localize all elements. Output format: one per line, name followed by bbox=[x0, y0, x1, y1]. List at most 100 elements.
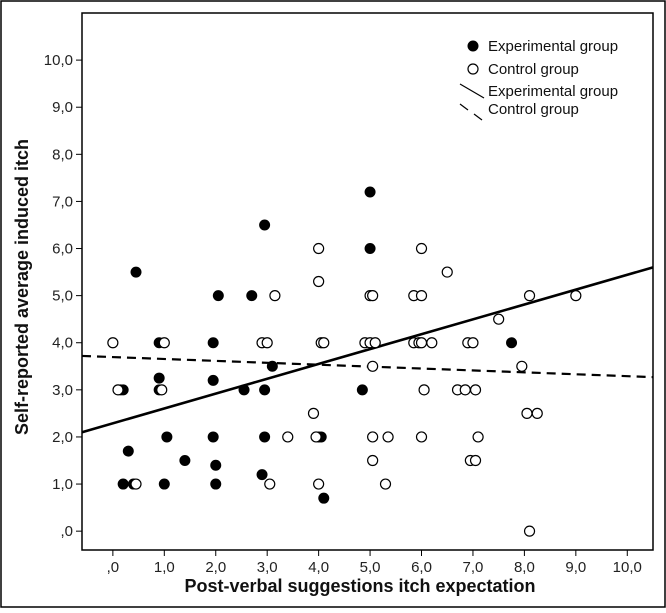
control-point bbox=[367, 431, 379, 443]
experimental-point bbox=[259, 384, 271, 396]
control-point bbox=[264, 478, 276, 490]
y-tick-label: 3,0 bbox=[52, 382, 73, 399]
y-tick-label: 1,0 bbox=[52, 476, 73, 493]
experimental-point bbox=[259, 219, 271, 231]
y-tick-label: 9,0 bbox=[52, 99, 73, 116]
experimental-point bbox=[153, 372, 165, 384]
control-point bbox=[441, 266, 453, 278]
y-axis: ,0 1,0 2,0 3,0 4,0 5,0 6,0 7,0 8,0 9,0 10,0 bbox=[44, 52, 82, 540]
control-point bbox=[415, 337, 428, 349]
x-axis: ,0 1,0 2,0 3,0 4,0 5,0 6,0 7,0 8,0 9,0 10,0 bbox=[107, 550, 642, 576]
control-point bbox=[156, 384, 168, 396]
control-point bbox=[310, 431, 322, 443]
experimental-point bbox=[122, 445, 134, 457]
legend: Experimental group Control group Experim… bbox=[459, 38, 618, 121]
control-point bbox=[313, 242, 325, 255]
legend-control-label: Control group bbox=[488, 61, 579, 78]
x-tick-label: 9,0 bbox=[565, 559, 586, 576]
experimental-point bbox=[117, 478, 129, 490]
legend-experimental-marker bbox=[467, 40, 479, 52]
experimental-point bbox=[506, 337, 518, 349]
x-tick-label: 7,0 bbox=[463, 559, 484, 576]
experimental-point bbox=[266, 360, 278, 372]
experimental-point bbox=[207, 431, 219, 443]
y-tick-label: 8,0 bbox=[52, 146, 73, 163]
x-tick-label: 6,0 bbox=[411, 559, 432, 576]
control-point bbox=[570, 290, 582, 302]
control-point bbox=[130, 478, 142, 490]
control-point bbox=[459, 384, 471, 396]
control-point bbox=[415, 242, 428, 255]
x-tick-label: ,0 bbox=[107, 559, 120, 576]
data-points bbox=[107, 186, 582, 537]
control-point bbox=[269, 290, 281, 302]
experimental-point bbox=[207, 374, 219, 386]
experimental-point bbox=[364, 243, 376, 255]
experimental-point bbox=[130, 266, 142, 278]
x-tick-label: 8,0 bbox=[514, 559, 535, 576]
y-tick-label: 6,0 bbox=[52, 241, 73, 258]
control-point bbox=[367, 454, 379, 467]
control-point bbox=[521, 407, 533, 419]
x-tick-label: 10,0 bbox=[613, 559, 642, 576]
legend-experimental-label: Experimental group bbox=[488, 38, 618, 55]
x-tick-label: 5,0 bbox=[360, 559, 381, 576]
control-point bbox=[469, 454, 482, 467]
control-point bbox=[418, 384, 430, 396]
x-tick-label: 4,0 bbox=[308, 559, 329, 576]
control-point bbox=[523, 290, 536, 302]
control-point bbox=[367, 290, 379, 302]
control-point bbox=[415, 290, 428, 302]
fit-line-experimental bbox=[81, 266, 654, 434]
y-tick-label: 7,0 bbox=[52, 193, 73, 210]
control-point bbox=[107, 337, 119, 349]
control-point bbox=[516, 360, 528, 372]
control-point bbox=[467, 337, 479, 349]
experimental-point bbox=[364, 186, 376, 198]
control-point bbox=[531, 407, 543, 419]
legend-control-line bbox=[459, 103, 469, 111]
y-tick-label: ,0 bbox=[60, 523, 73, 540]
control-point bbox=[112, 384, 124, 396]
experimental-point bbox=[212, 290, 224, 302]
y-tick-label: 4,0 bbox=[52, 335, 73, 352]
control-point bbox=[493, 313, 505, 325]
legend-control-line-label: Control group bbox=[488, 101, 579, 118]
control-point bbox=[318, 337, 330, 349]
legend-experimental-line-label: Experimental group bbox=[488, 83, 618, 100]
control-point bbox=[313, 478, 325, 490]
legend-experimental-line bbox=[459, 83, 485, 99]
legend-control-line-dash bbox=[473, 113, 483, 121]
control-point bbox=[415, 431, 428, 443]
control-point bbox=[469, 384, 482, 396]
control-point bbox=[307, 407, 320, 419]
experimental-point bbox=[161, 431, 173, 443]
control-point bbox=[379, 478, 392, 490]
y-tick-label: 5,0 bbox=[52, 288, 73, 305]
control-point bbox=[367, 360, 379, 372]
y-axis-title: Self-reported average induced itch bbox=[12, 139, 32, 435]
y-tick-label: 10,0 bbox=[44, 52, 73, 69]
control-point bbox=[523, 525, 536, 537]
experimental-point bbox=[158, 478, 170, 490]
control-point bbox=[313, 275, 325, 288]
experimental-point bbox=[256, 469, 268, 481]
x-axis-title: Post-verbal suggestions itch expectation bbox=[184, 576, 535, 596]
experimental-point bbox=[318, 492, 330, 504]
experimental-point bbox=[259, 431, 271, 443]
y-tick-label: 2,0 bbox=[52, 429, 73, 446]
experimental-point bbox=[210, 459, 222, 471]
experimental-point bbox=[356, 384, 368, 396]
x-tick-label: 2,0 bbox=[205, 559, 226, 576]
x-tick-label: 1,0 bbox=[154, 559, 175, 576]
experimental-point bbox=[179, 455, 191, 466]
experimental-point bbox=[207, 337, 219, 349]
control-point bbox=[158, 337, 170, 349]
legend-control-marker bbox=[467, 63, 479, 75]
experimental-point bbox=[238, 384, 250, 396]
x-tick-label: 3,0 bbox=[257, 559, 278, 576]
control-point bbox=[426, 337, 438, 349]
control-point bbox=[282, 431, 294, 443]
experimental-point bbox=[210, 478, 222, 490]
